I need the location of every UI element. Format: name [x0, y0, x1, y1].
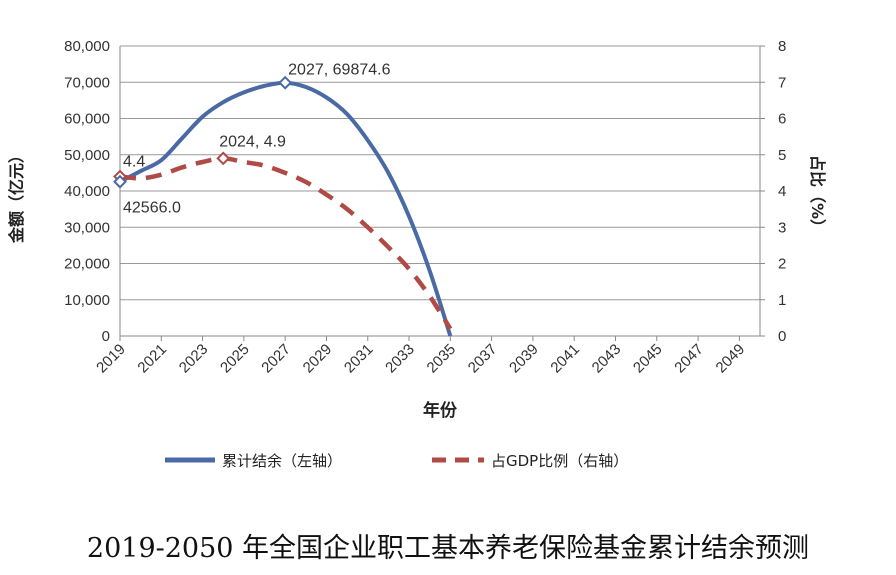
x-tick-label: 2029	[300, 341, 336, 377]
annotation-layer: 2027, 69874.6 2024, 4.9 4.4 42566.0	[113, 62, 391, 217]
x-tick-label: 2045	[630, 341, 666, 377]
data-point-marker	[113, 174, 127, 189]
y-right-tick-label: 6	[778, 111, 786, 128]
data-label: 42566.0	[123, 200, 181, 217]
figure-caption: 2019-2050 年全国企业职工基本养老保险基金累计结余预测	[87, 533, 809, 564]
legend-label-gdp-ratio: 占GDP比例（右轴）	[491, 452, 628, 470]
x-axis-label: 年份	[423, 400, 458, 421]
y-left-tick-label: 10,000	[64, 292, 110, 309]
series-gdp-ratio-line	[119, 156, 453, 330]
y-right-tick-label: 0	[778, 328, 786, 345]
x-tick-label: 2023	[176, 341, 212, 377]
x-tick-label: 2049	[713, 341, 749, 377]
data-point-marker	[216, 151, 231, 166]
y-right-tick-label: 7	[778, 74, 786, 91]
data-label: 2027, 69874.6	[288, 62, 390, 79]
y-axis-left-label: 金额（亿元）	[7, 147, 26, 244]
y-right-tick-label: 1	[778, 292, 786, 309]
data-point-marker	[278, 75, 293, 90]
left-axis-ticks: 0 10,000 20,000 30,000 40,000 50,000 60,000 70,…	[64, 38, 110, 345]
y-axis-right-label: 占比（%）	[808, 155, 827, 235]
y-right-tick-label: 3	[778, 219, 786, 236]
legend: 累计结余（左轴） 占GDP比例（右轴）	[165, 452, 628, 470]
y-left-tick-label: 60,000	[64, 111, 110, 128]
x-tick-label: 2039	[506, 341, 542, 377]
gridlines	[120, 45, 760, 301]
x-tick-label: 2025	[217, 341, 253, 377]
y-right-tick-label: 2	[778, 256, 786, 273]
y-left-tick-label: 80,000	[64, 38, 110, 55]
right-axis-ticks: 0 1 2 3 4 5 6 7 8	[760, 38, 786, 345]
x-tick-label: 2037	[465, 341, 501, 377]
y-left-tick-label: 20,000	[64, 256, 110, 273]
x-tick-label: 2041	[547, 341, 583, 377]
data-label: 4.4	[123, 154, 145, 171]
y-left-tick-label: 50,000	[64, 147, 110, 164]
y-left-tick-label: 0	[102, 328, 110, 345]
y-right-tick-label: 8	[778, 38, 786, 55]
x-tick-label: 2043	[589, 341, 625, 377]
x-tick-label: 2035	[424, 341, 460, 377]
x-axis-ticks: 2019 2021 2023 2025 2027 2029 2031 2033 2035 2037…	[93, 336, 748, 376]
y-right-tick-label: 5	[778, 147, 786, 164]
x-tick-label: 2047	[671, 341, 707, 377]
y-left-tick-label: 70,000	[64, 74, 110, 91]
x-tick-label: 2021	[134, 341, 170, 377]
x-tick-label: 2031	[341, 341, 377, 377]
y-left-tick-label: 30,000	[64, 219, 110, 236]
legend-label-cumulative-balance: 累计结余（左轴）	[222, 452, 342, 470]
y-right-tick-label: 4	[778, 183, 786, 200]
x-tick-label: 2019	[93, 341, 129, 377]
x-tick-label: 2033	[382, 341, 418, 377]
y-left-tick-label: 40,000	[64, 183, 110, 200]
x-tick-label: 2027	[258, 341, 294, 377]
data-label: 2024, 4.9	[219, 133, 286, 150]
